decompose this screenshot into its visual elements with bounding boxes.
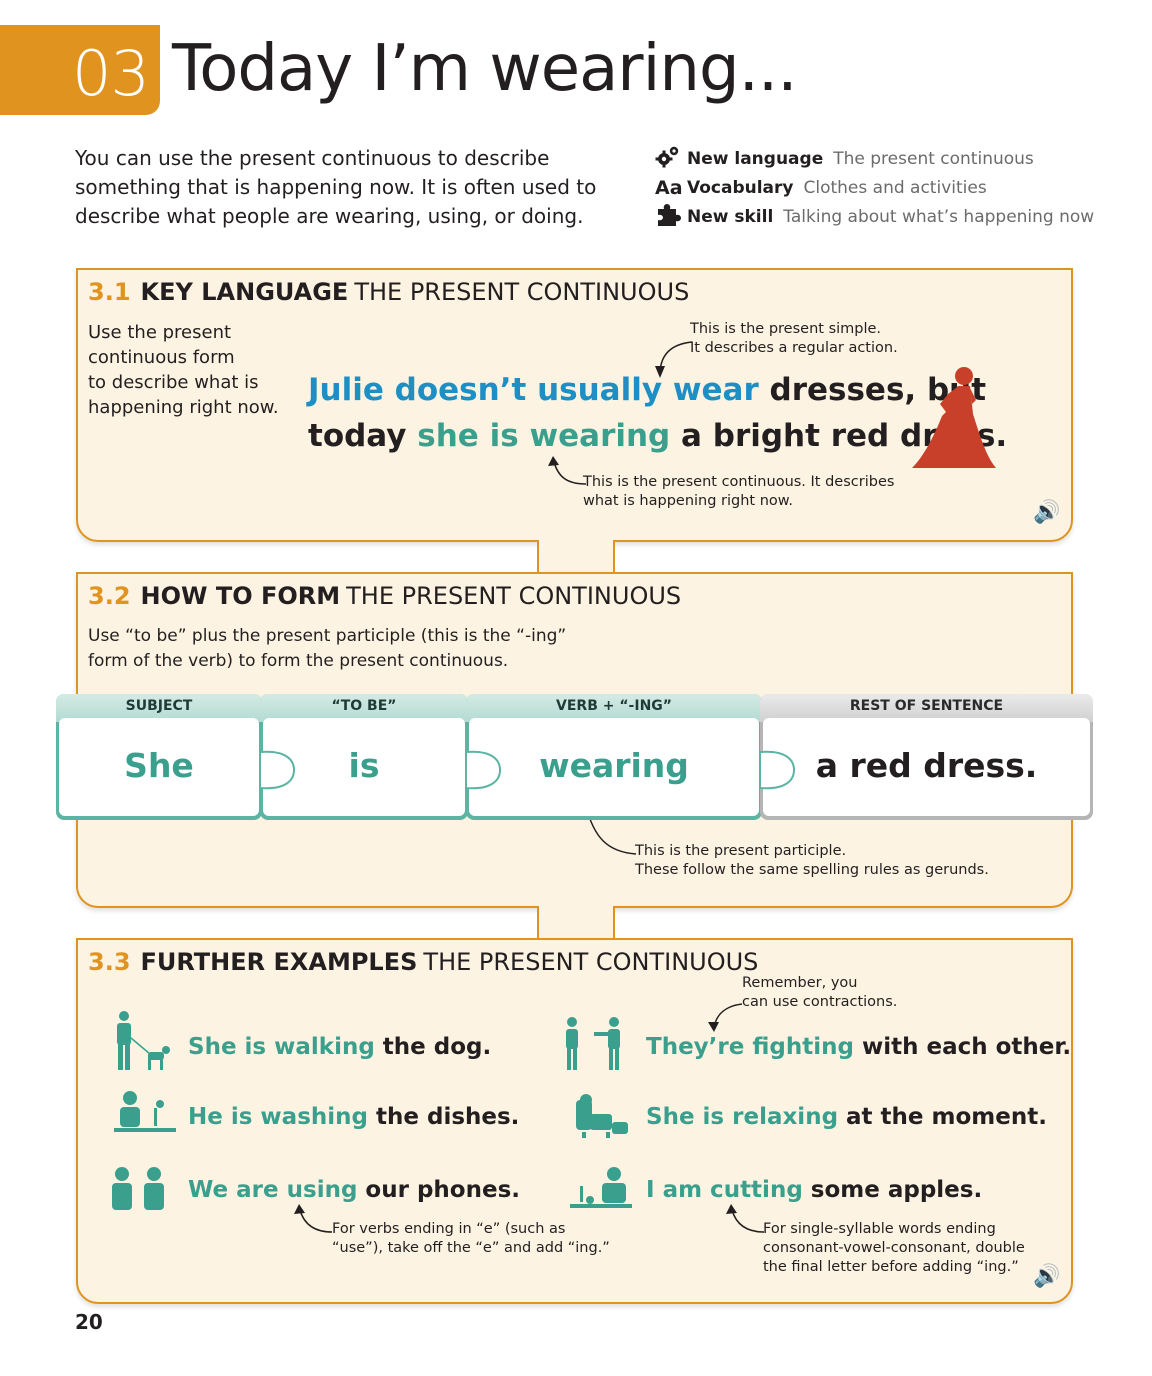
piece-word: a red dress. bbox=[763, 718, 1090, 816]
meta-key: Vocabulary bbox=[687, 178, 794, 198]
example-using: We are using our phones. bbox=[188, 1177, 520, 1203]
note-verbs-ending-e: For verbs ending in “e” (such as “use”), … bbox=[332, 1221, 610, 1256]
example-washing: He is washing the dishes. bbox=[188, 1104, 520, 1130]
unit-number: 03 bbox=[72, 37, 150, 110]
woman-in-dress-illustration bbox=[912, 367, 996, 468]
page-title: Today I’m wearing... bbox=[172, 32, 798, 106]
piece-word: wearing bbox=[469, 718, 759, 816]
piece-word: is bbox=[263, 718, 465, 816]
piece-subject: SUBJECT She bbox=[56, 694, 262, 820]
piece-to-be: “TO BE” is bbox=[260, 694, 468, 820]
panel-connector bbox=[537, 906, 615, 942]
note-present-continuous: This is the present continuous. It descr… bbox=[583, 474, 895, 509]
piece-head: REST OF SENTENCE bbox=[760, 694, 1093, 722]
example-walking: She is walking the dog. bbox=[188, 1034, 492, 1060]
arrow-icon bbox=[655, 341, 693, 378]
section-heading: 3.3 FURTHER EXAMPLES THE PRESENT CONTINUOU… bbox=[88, 948, 759, 976]
gears-icon bbox=[655, 145, 687, 174]
meta-new-skill: New skill Talking about what’s happening… bbox=[655, 203, 1095, 232]
meta-key: New language bbox=[687, 149, 824, 169]
arrow-icon bbox=[708, 1003, 743, 1032]
fighting-icon bbox=[566, 1017, 620, 1070]
form-description: Use “to be” plus the present participle … bbox=[88, 626, 567, 671]
example-fighting: They’re fighting with each other. bbox=[646, 1034, 1072, 1060]
example-sentence-line-2: today she is wearing a bright red dress. bbox=[308, 418, 1008, 454]
example-relaxing: She is relaxing at the moment. bbox=[646, 1104, 1047, 1130]
piece-rest-of-sentence: REST OF SENTENCE a red dress. bbox=[760, 694, 1093, 820]
meta-vocabulary: Aa Vocabulary Clothes and activities bbox=[655, 175, 987, 201]
puzzle-icon bbox=[655, 203, 687, 232]
example-cutting: I am cutting some apples. bbox=[646, 1177, 983, 1203]
arrow-icon bbox=[548, 456, 587, 485]
meta-value: The present continuous bbox=[833, 149, 1034, 169]
panel-further-examples: 3.3 FURTHER EXAMPLES THE PRESENT CONTINUOU… bbox=[76, 938, 1073, 1304]
note-present-participle: This is the present participle. These fol… bbox=[635, 843, 989, 878]
note-present-simple: This is the present simple. It describes … bbox=[690, 321, 898, 356]
section-heading: 3.1 KEY LANGUAGE THE PRESENT CONTINUOUS bbox=[88, 278, 690, 306]
example-sentence-line-1: Julie doesn’t usually wear dresses, but bbox=[308, 372, 987, 408]
piece-head: SUBJECT bbox=[56, 694, 262, 722]
puzzle-tab bbox=[759, 750, 796, 790]
aa-icon: Aa bbox=[655, 177, 683, 199]
walking-dog-icon bbox=[117, 1011, 170, 1070]
cutting-apples-icon bbox=[570, 1167, 632, 1208]
piece-head: “TO BE” bbox=[260, 694, 468, 722]
puzzle-tab bbox=[259, 750, 296, 790]
side-text: Use the present continuous form to describ… bbox=[88, 322, 279, 418]
unit-tab bbox=[0, 25, 160, 115]
meta-value: Talking about what’s happening now bbox=[783, 207, 1095, 227]
panel-connector bbox=[537, 540, 615, 576]
arrow-icon bbox=[726, 1204, 765, 1233]
meta-key: New skill bbox=[687, 207, 774, 227]
washing-dishes-icon bbox=[114, 1091, 176, 1132]
piece-head: VERB + “-ING” bbox=[466, 694, 762, 722]
arrow-icon bbox=[294, 1204, 333, 1233]
piece-verb-ing: VERB + “-ING” wearing bbox=[466, 694, 762, 820]
puzzle-tab bbox=[465, 750, 502, 790]
panel-key-language: 3.1 KEY LANGUAGE THE PRESENT CONTINUOUS Us… bbox=[76, 268, 1073, 542]
intro-text: You can use the present continuous to de… bbox=[75, 146, 597, 228]
speaker-icon[interactable]: 🔊 bbox=[1033, 1264, 1061, 1289]
using-phones-icon bbox=[112, 1167, 164, 1210]
note-double-letter: For single-syllable words ending consonan… bbox=[763, 1221, 1025, 1275]
piece-word: She bbox=[59, 718, 259, 816]
note-contractions: Remember, you can use contractions. bbox=[742, 975, 898, 1010]
meta-new-language: New language The present continuous bbox=[655, 146, 1034, 172]
page-number: 20 bbox=[75, 1310, 103, 1334]
relaxing-icon bbox=[576, 1094, 628, 1138]
section-heading: 3.2 HOW TO FORM THE PRESENT CONTINUOUS bbox=[88, 582, 682, 610]
speaker-icon[interactable]: 🔊 bbox=[1033, 500, 1061, 525]
meta-value: Clothes and activities bbox=[803, 178, 987, 198]
